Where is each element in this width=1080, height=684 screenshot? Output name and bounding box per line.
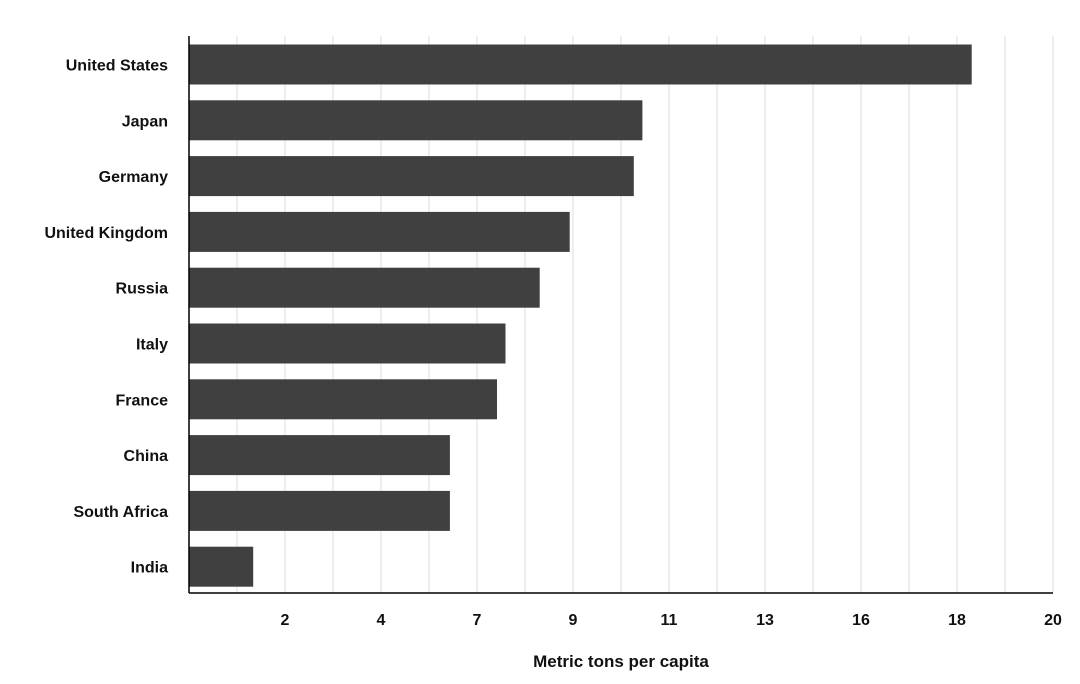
bar: [189, 44, 972, 85]
x-tick-labels: 2 4 7 9 11 13 16 18 20: [281, 612, 1062, 629]
category-label: Japan: [122, 113, 168, 130]
bar: [189, 211, 570, 252]
bar: [189, 435, 450, 476]
bar: [189, 156, 634, 197]
bar: [189, 490, 450, 531]
bar: [189, 323, 506, 364]
x-tick-label: 18: [948, 612, 966, 629]
bars: [189, 44, 972, 587]
bar: [189, 546, 254, 587]
category-labels: United States Japan Germany United Kingdom R…: [44, 58, 168, 577]
category-label: United Kingdom: [44, 225, 168, 242]
x-tick-label: 13: [756, 612, 774, 629]
category-label: United States: [66, 58, 168, 75]
category-label: Italy: [136, 337, 168, 354]
category-label: South Africa: [73, 504, 168, 521]
category-label: China: [124, 448, 169, 465]
category-label: Germany: [99, 169, 168, 186]
x-tick-label: 20: [1044, 612, 1062, 629]
x-axis-title: Metric tons per capita: [533, 652, 709, 671]
x-tick-label: 2: [281, 612, 290, 629]
bar: [189, 379, 497, 420]
axes: [188, 36, 1053, 594]
category-label: France: [116, 392, 169, 409]
category-label: Russia: [116, 281, 169, 298]
x-tick-label: 4: [377, 612, 386, 629]
bar: [189, 267, 540, 308]
category-label: India: [131, 560, 168, 577]
x-tick-label: 9: [569, 612, 578, 629]
x-tick-label: 7: [473, 612, 482, 629]
x-tick-label: 16: [852, 612, 870, 629]
bar: [189, 100, 643, 141]
x-tick-label: 11: [661, 612, 678, 629]
